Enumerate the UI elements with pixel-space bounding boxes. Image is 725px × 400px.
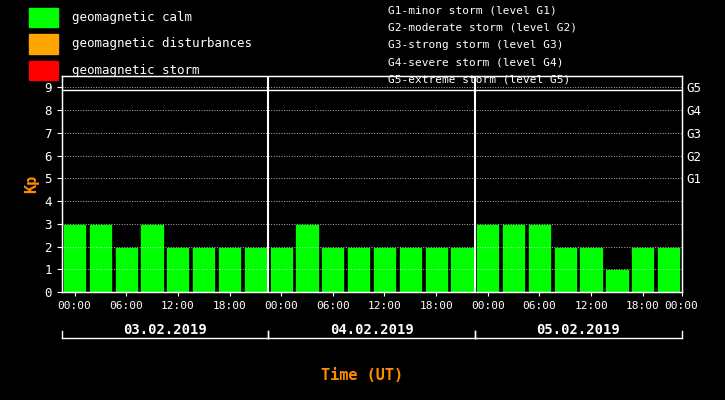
Bar: [29, 8, 58, 27]
Bar: [88, 224, 112, 292]
Bar: [192, 246, 215, 292]
Bar: [63, 224, 86, 292]
Bar: [29, 61, 58, 80]
Text: geomagnetic calm: geomagnetic calm: [72, 11, 193, 24]
Text: 03.02.2019: 03.02.2019: [123, 323, 207, 337]
Text: G2-moderate storm (level G2): G2-moderate storm (level G2): [388, 23, 577, 33]
Text: geomagnetic disturbances: geomagnetic disturbances: [72, 38, 252, 50]
Bar: [631, 246, 655, 292]
Bar: [528, 224, 551, 292]
Text: G5-extreme storm (level G5): G5-extreme storm (level G5): [388, 74, 570, 84]
Bar: [115, 246, 138, 292]
Bar: [141, 224, 164, 292]
Bar: [29, 34, 58, 54]
Bar: [373, 246, 396, 292]
Bar: [270, 246, 293, 292]
Bar: [399, 246, 422, 292]
Text: G3-strong storm (level G3): G3-strong storm (level G3): [388, 40, 563, 50]
Text: Time (UT): Time (UT): [321, 368, 404, 384]
Bar: [476, 224, 500, 292]
Bar: [657, 246, 680, 292]
Bar: [295, 224, 318, 292]
Bar: [218, 246, 241, 292]
Text: 04.02.2019: 04.02.2019: [330, 323, 413, 337]
Y-axis label: Kp: Kp: [24, 175, 39, 193]
Bar: [605, 269, 629, 292]
Bar: [502, 224, 525, 292]
Bar: [579, 246, 602, 292]
Bar: [450, 246, 473, 292]
Text: G1-minor storm (level G1): G1-minor storm (level G1): [388, 6, 557, 16]
Bar: [554, 246, 577, 292]
Text: G4-severe storm (level G4): G4-severe storm (level G4): [388, 57, 563, 67]
Bar: [166, 246, 189, 292]
Bar: [347, 246, 370, 292]
Text: 05.02.2019: 05.02.2019: [536, 323, 620, 337]
Bar: [244, 246, 267, 292]
Bar: [425, 246, 448, 292]
Bar: [321, 246, 344, 292]
Text: geomagnetic storm: geomagnetic storm: [72, 64, 200, 77]
